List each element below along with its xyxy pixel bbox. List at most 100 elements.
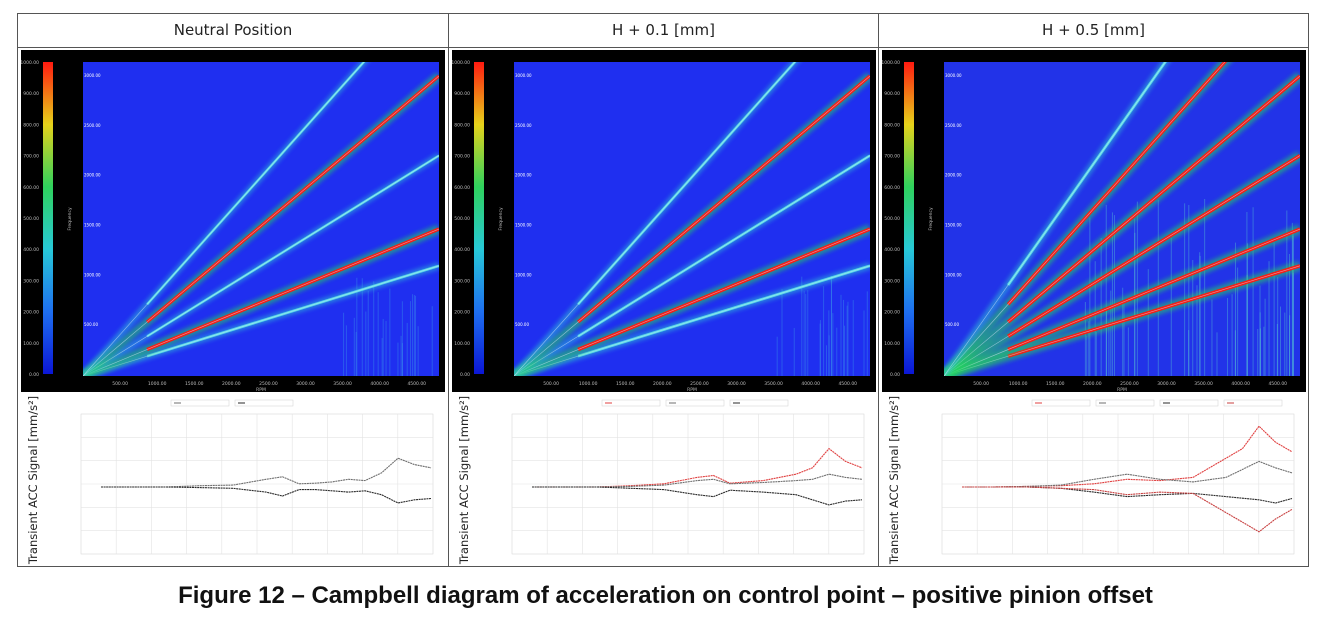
y-tick-label: 2000.00: [945, 173, 962, 178]
x-tick-label: 2000.00: [1083, 381, 1102, 387]
y-tick-label: 2000.00: [515, 173, 532, 178]
x-axis-label: RPM: [1117, 387, 1127, 392]
colorbar-tick-label: 500.00: [884, 216, 900, 222]
colorbar-tick-label: 800.00: [23, 122, 39, 128]
x-tick-label: 1000.00: [579, 381, 598, 387]
x-tick-label: 4500.00: [1268, 381, 1287, 387]
colorbar-tick-label: 900.00: [884, 91, 900, 97]
colorbar-tick-label: 700.00: [23, 154, 39, 160]
x-tick-label: 3500.00: [333, 381, 352, 387]
colorbar-tick-label: 300.00: [23, 278, 39, 284]
x-tick-label: 3000.00: [1157, 381, 1176, 387]
x-tick-label: 1000.00: [1009, 381, 1028, 387]
x-tick-label: 3000.00: [727, 381, 746, 387]
colorbar: [43, 62, 53, 374]
x-axis-label: RPM: [256, 387, 266, 392]
y-tick-label: 1500.00: [84, 222, 101, 227]
colorbar-tick-label: 500.00: [454, 216, 470, 222]
colorbar-tick-label: 1000.00: [882, 60, 900, 66]
colorbar-tick-label: 200.00: [23, 310, 39, 316]
colorbar-tick-label: 1000.00: [452, 60, 470, 66]
x-tick-label: 2500.00: [690, 381, 709, 387]
figure-grid: Neutral Position 0.00 100.00 200.00 300.00 4…: [17, 13, 1309, 567]
y-tick-label: 1000.00: [84, 272, 101, 277]
colorbar-tick-label: 600.00: [23, 185, 39, 191]
x-tick-label: 2000.00: [653, 381, 672, 387]
campbell-diagram: 0.00 100.00 200.00 300.00 400.00 500.00 600.00…: [452, 50, 876, 392]
x-tick-label: 4000.00: [1231, 381, 1250, 387]
figure-caption: Figure 12 – Campbell diagram of accelera…: [0, 582, 1331, 610]
transient-plot: Transient ACC Signal [mm/s²]: [882, 396, 1306, 564]
y-tick-label: 2500.00: [945, 123, 962, 128]
colorbar-tick-label: 600.00: [454, 185, 470, 191]
y-tick-label: 500.00: [945, 322, 959, 327]
y-tick-label: 1500.00: [945, 222, 962, 227]
y-tick-label: 3000.00: [84, 73, 101, 78]
panel-h01: H + 0.1 [mm] 0.00 100.00 200.00 300.00 400.0…: [448, 14, 878, 566]
colorbar-tick-label: 400.00: [23, 247, 39, 253]
y-tick-label: 2000.00: [84, 173, 101, 178]
colorbar-tick-label: 0.00: [460, 372, 470, 378]
colorbar-tick-label: 100.00: [454, 341, 470, 347]
x-tick-label: 4000.00: [801, 381, 820, 387]
panel-title: H + 0.5 [mm]: [879, 14, 1308, 48]
x-tick-label: 2000.00: [222, 381, 241, 387]
x-tick-label: 4500.00: [838, 381, 857, 387]
transient-plot: Transient ACC Signal [mm/s²]: [452, 396, 876, 564]
colorbar-tick-label: 1000.00: [21, 60, 39, 66]
x-tick-label: 2500.00: [259, 381, 278, 387]
panel-title: Neutral Position: [18, 14, 448, 48]
y-tick-label: 2500.00: [84, 123, 101, 128]
y-tick-label: 500.00: [515, 322, 529, 327]
panel-title: H + 0.1 [mm]: [449, 14, 878, 48]
x-tick-label: 1000.00: [148, 381, 167, 387]
colorbar-tick-label: 200.00: [454, 310, 470, 316]
colorbar-tick-label: 800.00: [454, 122, 470, 128]
y-tick-label: 1500.00: [515, 222, 532, 227]
y-tick-label: 500.00: [84, 322, 98, 327]
colorbar-tick-label: 300.00: [454, 278, 470, 284]
y-tick-label: 1000.00: [515, 272, 532, 277]
y-axis-label: Frequency: [498, 207, 504, 231]
x-tick-label: 500.00: [112, 381, 128, 387]
transient-plot: Transient ACC Signal [mm/s²]: [21, 396, 445, 564]
x-tick-label: 500.00: [543, 381, 559, 387]
x-tick-label: 3500.00: [764, 381, 783, 387]
colorbar-tick-label: 100.00: [23, 341, 39, 347]
x-tick-label: 1500.00: [1046, 381, 1065, 387]
campbell-diagram: 0.00 100.00 200.00 300.00 400.00 500.00 600.00…: [882, 50, 1306, 392]
colorbar-tick-label: 700.00: [454, 154, 470, 160]
colorbar-tick-label: 500.00: [23, 216, 39, 222]
x-tick-label: 2500.00: [1120, 381, 1139, 387]
colorbar-tick-label: 700.00: [884, 154, 900, 160]
panel-h05: H + 0.5 [mm] 0.00 100.00 200.00 300.00 400.0…: [878, 14, 1308, 566]
transient-ylabel: Transient ACC Signal [mm/s²]: [882, 396, 906, 564]
y-axis-label: Frequency: [928, 207, 934, 231]
x-tick-label: 1500.00: [616, 381, 635, 387]
y-tick-label: 3000.00: [515, 73, 532, 78]
colorbar: [474, 62, 484, 374]
y-tick-label: 1000.00: [945, 272, 962, 277]
x-axis-label: RPM: [687, 387, 697, 392]
colorbar-tick-label: 800.00: [884, 122, 900, 128]
x-tick-label: 500.00: [973, 381, 989, 387]
campbell-diagram: 0.00 100.00 200.00 300.00 400.00 500.00 600.00…: [21, 50, 445, 392]
colorbar-tick-label: 200.00: [884, 310, 900, 316]
colorbar-tick-label: 100.00: [884, 341, 900, 347]
x-tick-label: 3500.00: [1194, 381, 1213, 387]
y-tick-label: 2500.00: [515, 123, 532, 128]
colorbar-tick-label: 900.00: [23, 91, 39, 97]
colorbar-tick-label: 300.00: [884, 278, 900, 284]
x-tick-label: 4500.00: [407, 381, 426, 387]
y-tick-label: 3000.00: [945, 73, 962, 78]
colorbar-tick-label: 400.00: [454, 247, 470, 253]
y-axis-label: Frequency: [67, 207, 73, 231]
colorbar-tick-label: 900.00: [454, 91, 470, 97]
colorbar: [904, 62, 914, 374]
transient-ylabel: Transient ACC Signal [mm/s²]: [21, 396, 45, 564]
panel-neutral: Neutral Position 0.00 100.00 200.00 300.00 4…: [18, 14, 448, 566]
transient-ylabel: Transient ACC Signal [mm/s²]: [452, 396, 476, 564]
x-tick-label: 3000.00: [296, 381, 315, 387]
x-tick-label: 1500.00: [185, 381, 204, 387]
colorbar-tick-label: 0.00: [890, 372, 900, 378]
